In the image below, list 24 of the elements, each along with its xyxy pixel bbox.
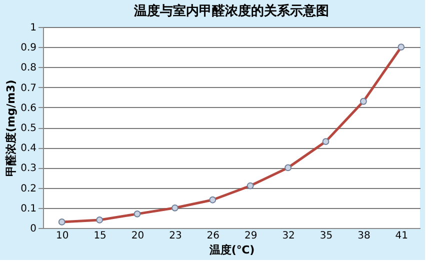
y-tick-label: 0.4 <box>20 143 36 154</box>
x-tick-label: 32 <box>282 230 295 242</box>
x-tick-label: 29 <box>244 230 258 242</box>
y-tick-label: 0.3 <box>20 163 36 174</box>
y-tick-label: 0.6 <box>20 102 36 114</box>
y-tick-label: 0.8 <box>20 62 36 74</box>
y-tick-label: 1 <box>30 22 36 34</box>
x-tick-label: 41 <box>395 230 408 242</box>
x-tick-label: 38 <box>358 230 370 242</box>
x-axis-title: 温度(℃) <box>208 244 255 256</box>
chart-title: 温度与室内甲醛浓度的关系示意图 <box>133 3 329 19</box>
x-tick-label: 26 <box>206 230 220 242</box>
x-tick-label: 23 <box>169 230 182 242</box>
x-tick-label: 15 <box>94 230 106 242</box>
y-tick-label: 0.5 <box>20 123 36 134</box>
y-tick-label: 0.1 <box>20 203 36 214</box>
y-axis-title: 甲醛浓度(mg/m3) <box>4 80 18 176</box>
y-tick-label: 0.9 <box>20 42 36 54</box>
x-tick-label: 10 <box>56 230 69 242</box>
x-tick-label: 20 <box>131 230 144 242</box>
y-tick-label: 0 <box>30 224 36 234</box>
y-tick-label: 0.2 <box>20 183 36 194</box>
y-tick-label: 0.7 <box>20 82 36 94</box>
x-tick-label: 35 <box>320 230 333 242</box>
